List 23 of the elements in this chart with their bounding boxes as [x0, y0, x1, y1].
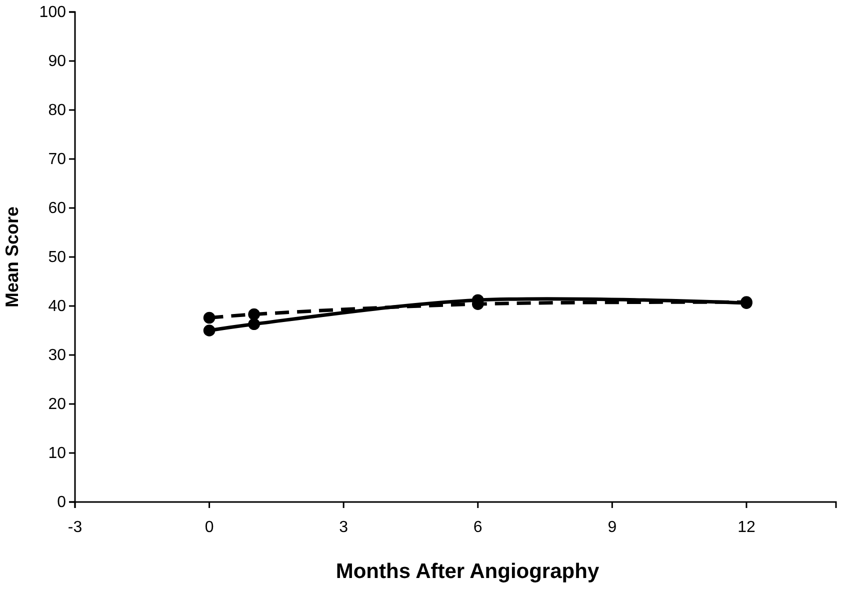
- x-tick-label: 6: [473, 518, 482, 536]
- x-tick-label: 9: [608, 518, 617, 536]
- y-tick-label: 70: [48, 151, 66, 168]
- y-tick-label: 10: [48, 445, 66, 462]
- point: [248, 318, 260, 330]
- y-tick-label: 30: [48, 347, 66, 364]
- y-tick-label: 40: [48, 298, 66, 316]
- x-tick-label: 12: [738, 518, 756, 536]
- point: [248, 308, 260, 320]
- x-axis-title: Months After Angiography: [336, 560, 600, 583]
- y-tick-label: 50: [48, 249, 66, 266]
- y-tick-label: 100: [39, 4, 66, 22]
- point: [203, 324, 216, 336]
- y-axis-title: Mean Score: [2, 206, 22, 308]
- y-tick-label: 80: [48, 102, 66, 120]
- y-tick-label: 90: [48, 53, 66, 70]
- y-tick-label: 60: [48, 200, 66, 218]
- x-tick-label: -3: [68, 518, 82, 536]
- x-tick-label: 3: [339, 518, 348, 536]
- x-tick-label: 0: [204, 518, 214, 536]
- point: [203, 312, 216, 324]
- y-tick-label: 0: [57, 494, 66, 512]
- y-tick-label: 20: [48, 396, 66, 414]
